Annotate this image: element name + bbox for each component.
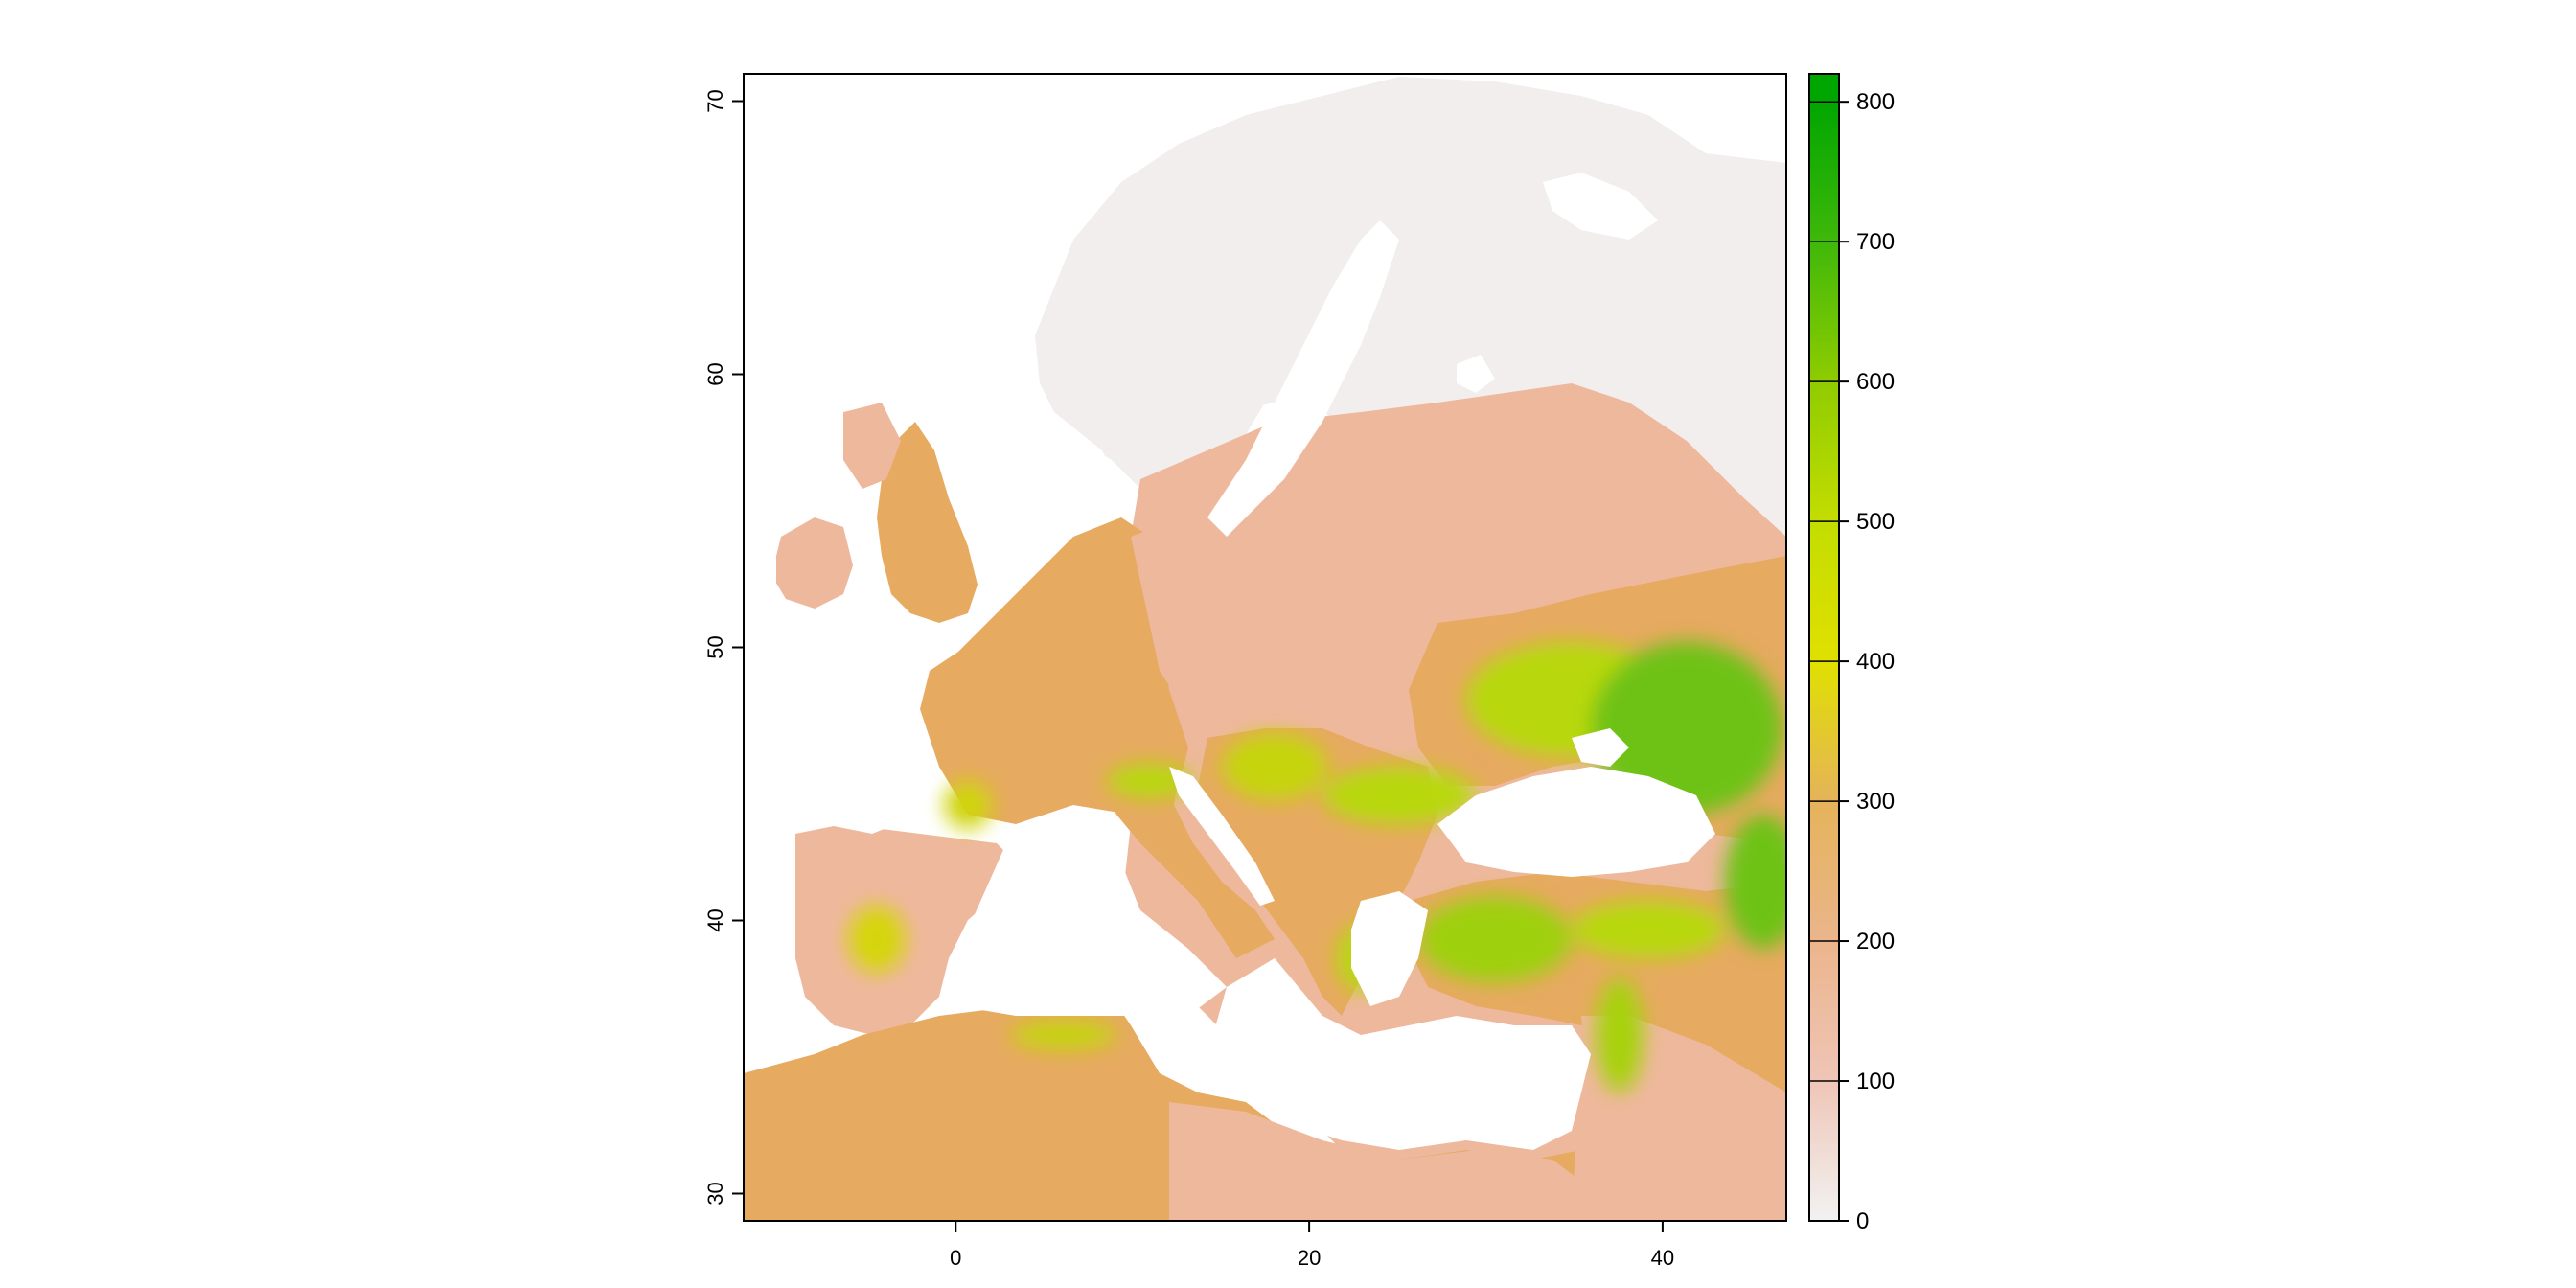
land-ireland [771, 518, 853, 609]
x-axis: 0 20 40 [950, 1220, 1674, 1270]
legend-color-bar [1808, 73, 1840, 1222]
y-axis: 30 40 50 60 70 [703, 89, 745, 1206]
y-tick-label: 40 [703, 908, 727, 932]
map-panel [744, 74, 1786, 1221]
lake-ladoga [1457, 355, 1495, 393]
y-tick-label: 60 [703, 362, 727, 385]
legend-tick-label: 500 [1856, 509, 1895, 535]
zone-france-south [944, 781, 992, 829]
y-tick-label: 70 [703, 89, 727, 112]
legend-ticks: 0 100 200 300 400 500 600 700 800 [1809, 89, 1895, 1234]
zone-caucasus [1725, 815, 1786, 949]
zone-atlas [1011, 1021, 1116, 1049]
land-sahara-pale [1169, 1102, 1591, 1221]
land-western-europe [920, 518, 1188, 824]
legend-tick-label: 800 [1856, 89, 1895, 115]
zone-anatolia-east [1572, 901, 1725, 958]
zone-wallachia [1322, 767, 1476, 824]
x-tick-label: 40 [1651, 1246, 1674, 1270]
legend-tick-label: 100 [1856, 1069, 1895, 1094]
arctic-ocean [744, 74, 1786, 518]
x-tick-label: 20 [1298, 1246, 1321, 1270]
y-tick-label: 30 [703, 1182, 727, 1205]
legend-tick-label: 300 [1856, 789, 1895, 815]
legend-tick-label: 400 [1856, 649, 1895, 675]
legend-tick-label: 200 [1856, 929, 1895, 954]
zone-russia-south [1591, 642, 1782, 815]
atlantic-ocean [744, 518, 910, 1064]
legend-tick-label: 600 [1856, 369, 1895, 395]
land-iberia [795, 824, 1016, 1035]
y-tick-label: 50 [703, 635, 727, 658]
color-legend: 0 100 200 300 400 500 600 700 800 [1808, 73, 1895, 1234]
baltic-sea [1208, 220, 1399, 537]
azov-sea [1572, 728, 1629, 767]
land-scandinavia [1035, 96, 1380, 498]
bay-of-biscay [815, 709, 939, 834]
legend-tick-label: 700 [1856, 229, 1895, 255]
zone-anatolia-west [1418, 896, 1572, 982]
seas [815, 172, 1715, 1150]
x-tick-label: 0 [950, 1246, 961, 1270]
zone-levant [1596, 978, 1644, 1092]
north-sea [949, 402, 1121, 537]
white-sea [1543, 172, 1658, 240]
zone-pannonian [1222, 733, 1327, 800]
vegetation-high-zones [848, 642, 1786, 1092]
land-italy [1102, 767, 1275, 958]
aegean-sea [1351, 891, 1428, 1006]
black-sea [1438, 767, 1715, 877]
zone-iberia-centre [848, 906, 906, 973]
adriatic-sea [1169, 767, 1275, 906]
land-central-europe-pale [1131, 508, 1418, 728]
legend-tick-label: 0 [1856, 1208, 1869, 1234]
mediterranean-east [1208, 958, 1591, 1150]
land-scotland-north [843, 402, 901, 489]
mediterranean-west [949, 824, 1227, 1016]
land-great-britain [877, 422, 978, 623]
